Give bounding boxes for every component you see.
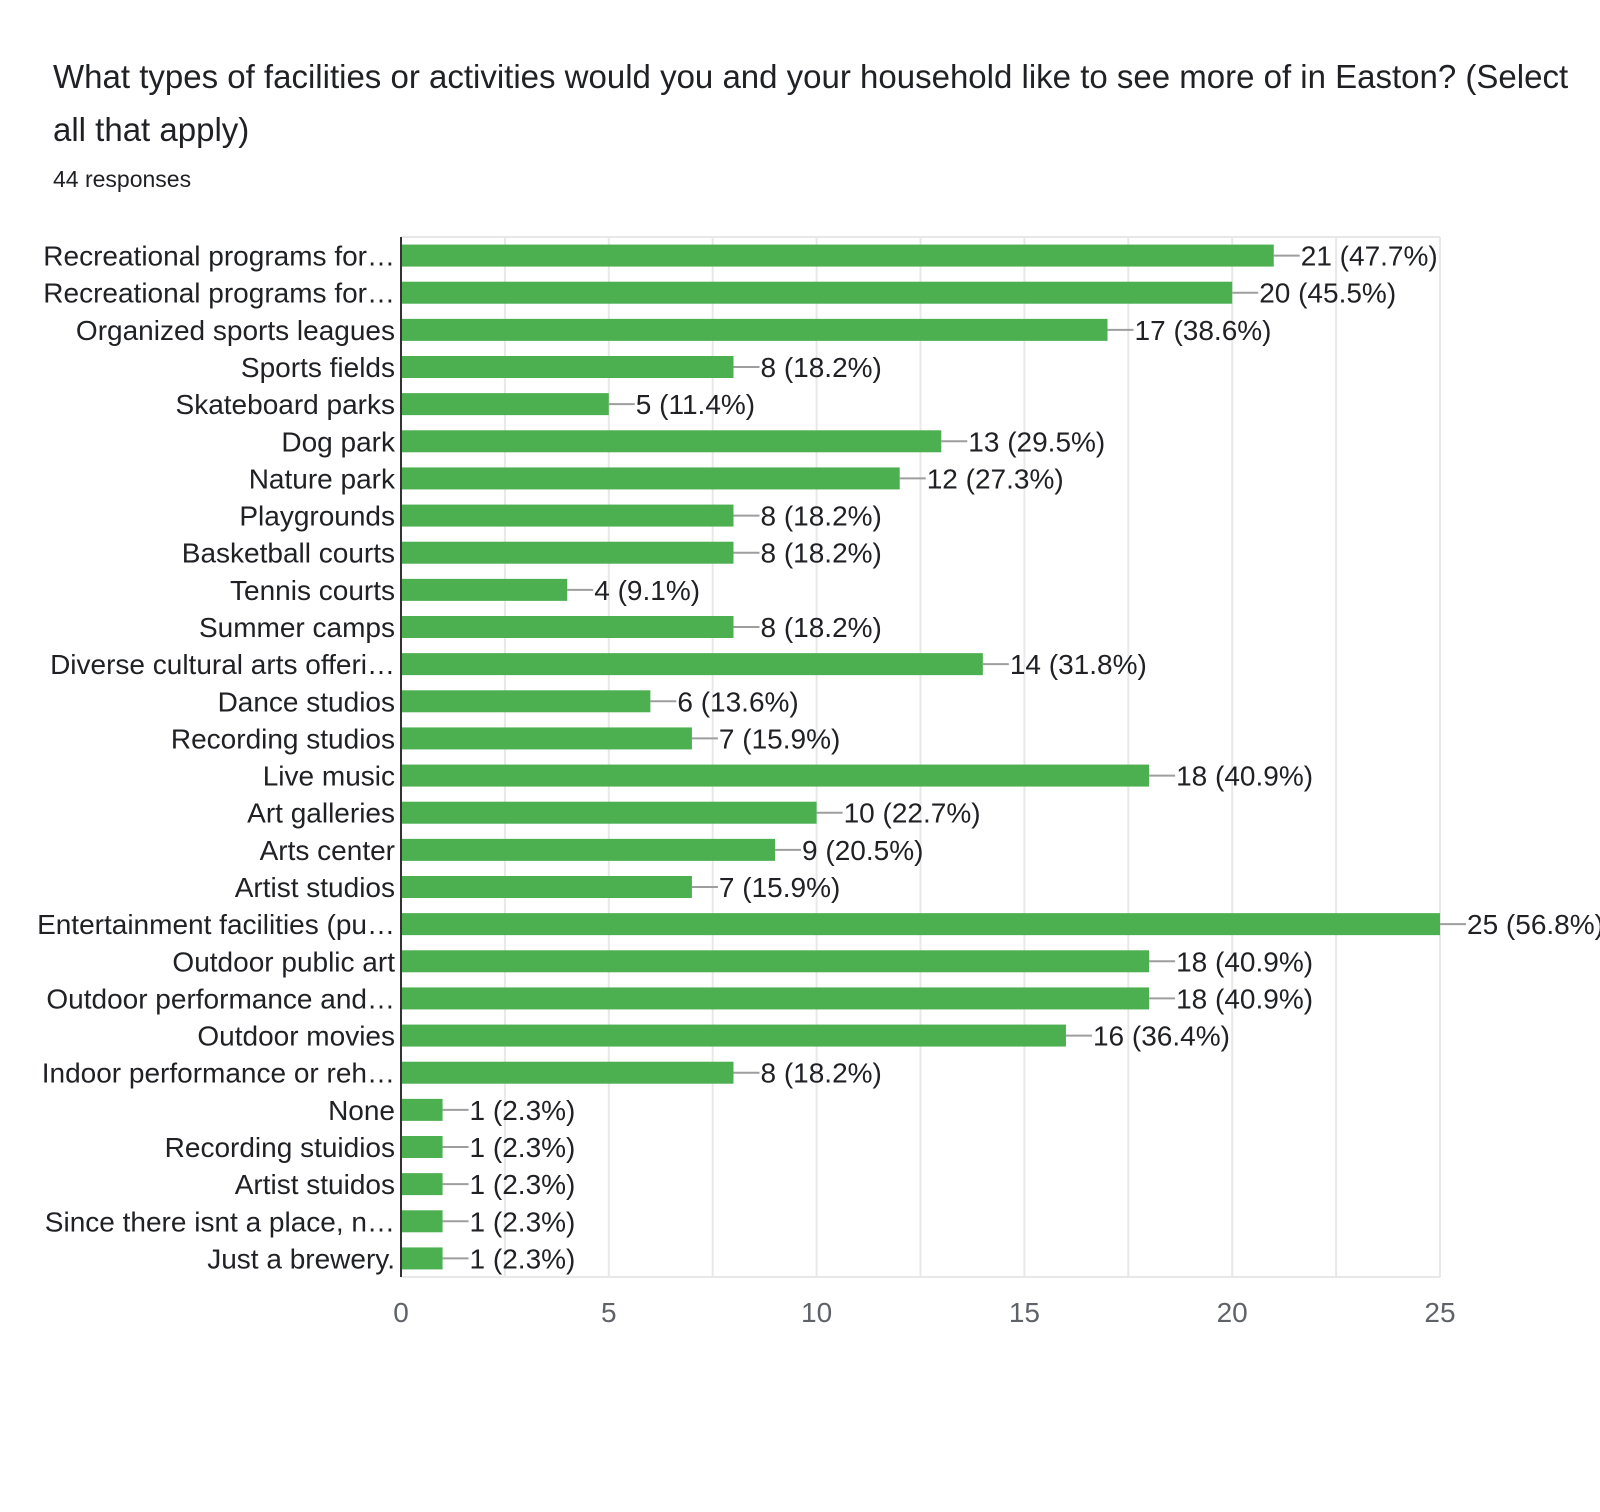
category-label: Indoor performance or reh… (42, 1058, 395, 1089)
bar (401, 244, 1274, 267)
bar (401, 467, 900, 490)
bar (401, 1024, 1066, 1047)
bar (401, 393, 609, 416)
category-label: Playgrounds (239, 501, 395, 532)
category-label: Arts center (260, 835, 395, 866)
category-label: Entertainment facilities (pu… (37, 909, 395, 940)
bar (401, 690, 651, 713)
value-label: 18 (40.9%) (1176, 983, 1313, 1014)
bar (401, 1210, 443, 1233)
value-label: 14 (31.8%) (1010, 649, 1147, 680)
value-label: 8 (18.2%) (760, 352, 881, 383)
category-label: Recreational programs for… (43, 241, 395, 272)
category-label: Just a brewery. (207, 1243, 395, 1274)
category-label: Nature park (249, 463, 396, 494)
value-label: 16 (36.4%) (1093, 1021, 1230, 1052)
value-label: 1 (2.3%) (470, 1206, 576, 1237)
x-tick-label: 5 (601, 1297, 617, 1328)
value-label: 5 (11.4%) (636, 389, 755, 420)
bar (401, 430, 942, 453)
bar (401, 616, 734, 638)
value-label: 1 (2.3%) (470, 1095, 576, 1126)
category-label: Recording studios (171, 723, 395, 754)
value-label: 7 (15.9%) (719, 723, 840, 754)
category-label: Skateboard parks (176, 389, 395, 420)
value-label: 9 (20.5%) (802, 835, 923, 866)
value-label: 20 (45.5%) (1259, 278, 1396, 309)
category-label: Sports fields (241, 352, 395, 383)
bar (401, 1136, 443, 1158)
value-label: 18 (40.9%) (1176, 946, 1313, 977)
category-label: Art galleries (247, 798, 395, 829)
bar (401, 653, 983, 676)
category-label: Outdoor public art (172, 946, 395, 977)
category-label: Artist stuidos (235, 1169, 395, 1200)
value-label: 1 (2.3%) (470, 1243, 576, 1274)
bar (401, 950, 1150, 973)
value-label: 8 (18.2%) (760, 1058, 881, 1089)
category-label: Summer camps (199, 612, 395, 643)
value-label: 13 (29.5%) (968, 426, 1105, 457)
value-label: 6 (13.6%) (677, 686, 798, 717)
value-label: 7 (15.9%) (719, 872, 840, 903)
bar (401, 1247, 443, 1270)
bar (401, 1098, 443, 1121)
category-label: Since there isnt a place, n… (45, 1206, 395, 1237)
value-label: 10 (22.7%) (844, 798, 981, 829)
bar (401, 764, 1150, 787)
x-tick-label: 0 (393, 1297, 409, 1328)
category-label: Recreational programs for… (43, 278, 395, 309)
chart-title: What types of facilities or activities w… (53, 58, 1569, 148)
category-label: Tennis courts (230, 575, 395, 606)
bar (401, 281, 1233, 304)
bar (401, 356, 734, 378)
bar (401, 578, 568, 601)
value-label: 21 (47.7%) (1301, 241, 1438, 272)
category-label: Diverse cultural arts offeri… (50, 649, 395, 680)
category-label: Live music (263, 761, 395, 792)
value-label: 8 (18.2%) (760, 612, 881, 643)
value-label: 25 (56.8%) (1467, 909, 1600, 940)
value-label: 1 (2.3%) (470, 1169, 576, 1200)
bar (401, 318, 1108, 341)
category-label: Outdoor performance and… (46, 983, 395, 1014)
bar (401, 1061, 734, 1084)
x-tick-label: 25 (1424, 1297, 1455, 1328)
chart-header: What types of facilities or activities w… (53, 50, 1573, 193)
x-tick-label: 15 (1009, 1297, 1040, 1328)
value-label: 4 (9.1%) (594, 575, 700, 606)
x-tick-label: 10 (801, 1297, 832, 1328)
value-label: 8 (18.2%) (760, 501, 881, 532)
category-label: Dance studios (218, 686, 395, 717)
bar (401, 987, 1150, 1010)
bar (401, 727, 692, 750)
response-count: 44 responses (53, 166, 192, 192)
value-label: 1 (2.3%) (470, 1132, 576, 1163)
category-label: Dog park (281, 426, 396, 457)
category-label: Outdoor movies (197, 1021, 395, 1052)
x-tick-label: 20 (1217, 1297, 1248, 1328)
bar (401, 1173, 443, 1196)
value-label: 17 (38.6%) (1135, 315, 1272, 346)
value-label: 8 (18.2%) (760, 538, 881, 569)
bar (401, 876, 692, 898)
value-label: 12 (27.3%) (927, 463, 1064, 494)
bar (401, 541, 734, 564)
value-label: 18 (40.9%) (1176, 761, 1313, 792)
bar (401, 504, 734, 527)
category-label: None (328, 1095, 395, 1126)
category-label: Artist studios (235, 872, 395, 903)
bar (401, 913, 1440, 936)
bar (401, 838, 776, 861)
category-label: Basketball courts (182, 538, 395, 569)
category-label: Organized sports leagues (76, 315, 395, 346)
category-label: Recording stuidios (165, 1132, 395, 1163)
bar (401, 801, 817, 824)
